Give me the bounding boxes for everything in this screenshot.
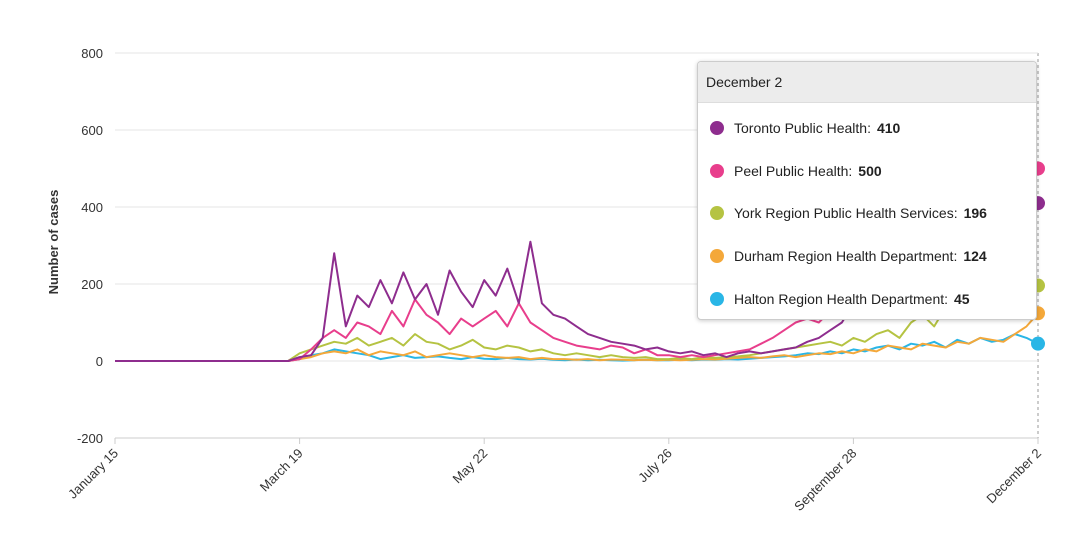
tooltip-value: 500 (858, 162, 882, 179)
tooltip-row: Durham Region Health Department 124 (710, 246, 987, 266)
tooltip-series-name: Peel Public Health (734, 163, 852, 179)
tooltip-dot (710, 121, 724, 135)
y-tick-label: 400 (81, 200, 103, 215)
tooltip-series-name: Toronto Public Health (734, 120, 871, 136)
hover-point (1031, 336, 1045, 351)
tooltip-row: Halton Region Health Department 45 (710, 289, 970, 309)
tooltip-value: 410 (876, 120, 901, 136)
y-tick-label: 0 (96, 354, 103, 369)
tooltip-row: Toronto Public Health 410 (710, 118, 900, 138)
tooltip-series-name: York Region Public Health Services (734, 205, 958, 221)
x-tick-label: July 26 (635, 446, 675, 486)
y-tick-label: -200 (77, 431, 103, 446)
y-tick-label: 200 (81, 277, 103, 292)
tooltip-row: Peel Public Health 500 (710, 161, 882, 181)
tooltip-dot (710, 291, 724, 306)
x-tick-label: September 28 (791, 446, 859, 514)
x-tick-label: March 19 (257, 446, 306, 495)
tooltip-dot (710, 206, 724, 221)
tooltip-row: York Region Public Health Services 196 (710, 203, 987, 223)
x-tick-label: May 22 (450, 446, 491, 487)
tooltip-value: 196 (963, 205, 987, 222)
tooltip-title: December 2 (698, 62, 1036, 103)
x-tick-label: January 15 (65, 446, 121, 502)
tooltip-value: 124 (963, 248, 987, 265)
tooltip-series-name: Halton Region Health Department (734, 291, 948, 307)
y-axis-label: Number of cases (46, 190, 61, 295)
y-tick-label: 800 (81, 46, 103, 61)
tooltip-dot (710, 249, 724, 264)
tooltip-series-name: Durham Region Health Department (734, 248, 957, 264)
tooltip-value: 45 (954, 290, 970, 307)
tooltip: December 2 Toronto Public Health 410 Peel … (697, 61, 1037, 320)
y-tick-label: 600 (81, 123, 103, 138)
x-tick-label: December 2 (983, 446, 1044, 507)
tooltip-dot (710, 163, 724, 178)
